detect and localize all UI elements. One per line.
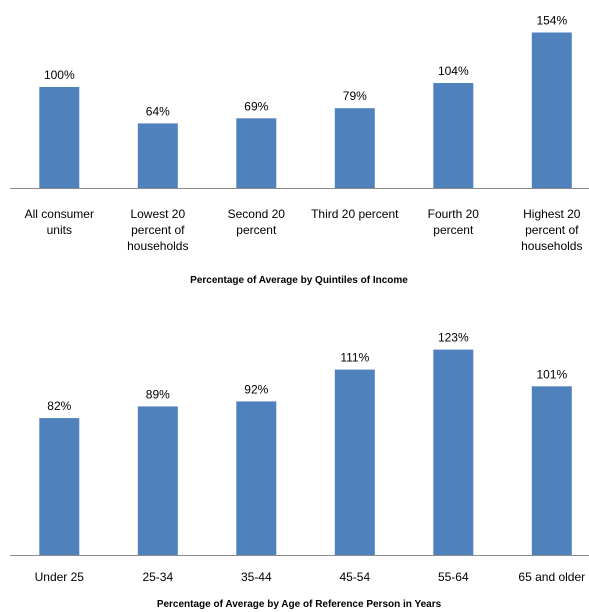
category-label: Under 25	[35, 570, 85, 584]
category-label-line: households	[127, 239, 188, 253]
category-label-line: 45-54	[339, 570, 370, 584]
data-label: 104%	[438, 64, 469, 78]
category-label-line: households	[521, 239, 582, 253]
bar	[137, 406, 178, 555]
category-label-line: Third 20 percent	[311, 207, 399, 221]
category-label: Lowest 20 percent of households	[127, 207, 188, 253]
data-label: 101%	[536, 367, 567, 381]
data-label: 92%	[244, 382, 268, 396]
category-label-line: Second 20	[228, 207, 286, 221]
category-label-line: Fourth 20	[428, 207, 480, 221]
data-label: 123%	[438, 331, 469, 345]
bar	[334, 108, 375, 188]
category-label-line: percent	[433, 223, 474, 237]
bar	[137, 123, 178, 188]
category-label-line: Lowest 20	[130, 207, 185, 221]
category-label-line: units	[47, 223, 72, 237]
category-label-line: 35-44	[241, 570, 272, 584]
category-label-line: Highest 20	[523, 207, 581, 221]
category-label-line: All consumer	[25, 207, 94, 221]
category-label: Highest 20 percent of households	[521, 207, 582, 253]
data-label: 82%	[47, 399, 71, 413]
bar	[39, 418, 80, 555]
bar	[531, 386, 572, 555]
category-label-line: percent of	[525, 223, 579, 237]
data-label: 100%	[44, 68, 75, 82]
bar	[334, 369, 375, 555]
chart-title: Percentage of Average by Quintiles of In…	[190, 275, 408, 286]
category-label: 65 and older	[518, 570, 585, 584]
category-label: 25-34	[142, 570, 173, 584]
data-label: 64%	[146, 104, 170, 118]
category-label: 45-54	[339, 570, 370, 584]
bar	[433, 349, 474, 555]
category-label: Second 20 percent	[228, 207, 286, 237]
category-label: 55-64	[438, 570, 469, 584]
category-label-line: percent of	[131, 223, 185, 237]
bar	[531, 32, 572, 188]
data-label: 79%	[343, 89, 367, 103]
bar	[39, 87, 80, 188]
data-label: 89%	[146, 387, 170, 401]
bar	[236, 118, 277, 188]
bar	[236, 401, 277, 555]
category-label-line: percent	[236, 223, 277, 237]
category-label: 35-44	[241, 570, 272, 584]
data-label: 69%	[244, 99, 268, 113]
data-label: 154%	[536, 14, 567, 28]
data-label: 111%	[340, 351, 369, 365]
category-label: Third 20 percent	[311, 207, 399, 221]
category-label-line: 65 and older	[518, 570, 585, 584]
category-label-line: 25-34	[142, 570, 173, 584]
category-label-line: Under 25	[35, 570, 85, 584]
category-label-line: 55-64	[438, 570, 469, 584]
income-quintile-chart: 100% All consumer units 64% Lowest 20 percent…	[10, 14, 589, 286]
category-label: All consumer units	[25, 207, 94, 237]
chart-title: Percentage of Average by Age of Referenc…	[157, 599, 442, 610]
category-label: Fourth 20 percent	[428, 207, 480, 237]
age-group-chart: 82% Under 25 89% 25-34 92% 35-44 111% 45-54 123%…	[10, 331, 589, 610]
bar	[433, 83, 474, 188]
